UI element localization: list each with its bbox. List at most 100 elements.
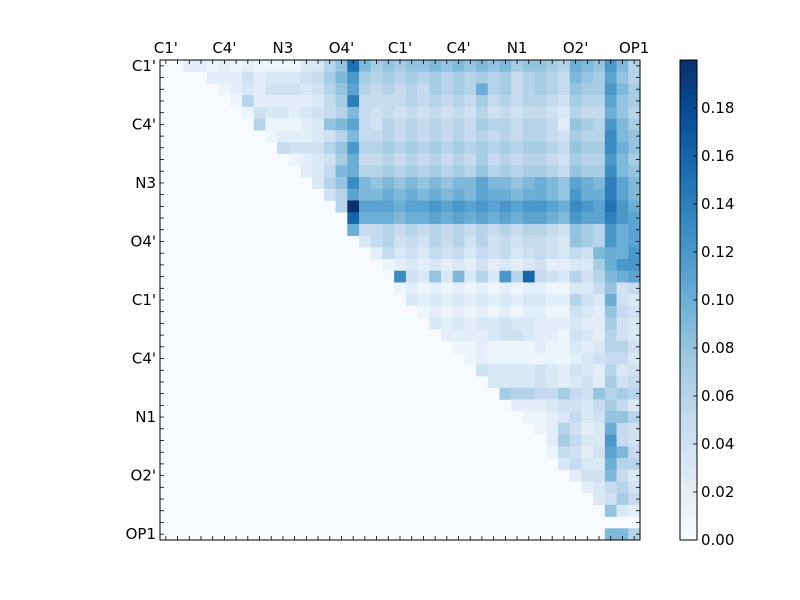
heatmap-cell <box>429 118 442 131</box>
heatmap-cell <box>206 60 219 73</box>
heatmap-cell <box>417 212 430 225</box>
heatmap-cell <box>288 95 301 108</box>
heatmap-cell <box>452 329 465 342</box>
heatmap-cell <box>288 106 301 119</box>
heatmap-cell <box>347 95 360 108</box>
heatmap-cell <box>604 481 617 494</box>
heatmap-cell <box>628 188 641 201</box>
heatmap-cell <box>452 282 465 295</box>
heatmap-cell <box>628 71 641 84</box>
heatmap-cell <box>558 329 571 342</box>
heatmap-cell <box>288 118 301 131</box>
heatmap-cell <box>382 165 395 178</box>
heatmap-cell <box>382 118 395 131</box>
heatmap-cell <box>499 177 512 190</box>
heatmap-cell <box>476 83 489 96</box>
colorbar-tick-label: 0.06 <box>701 387 734 405</box>
heatmap-cell <box>593 130 606 143</box>
heatmap-cell <box>546 60 559 73</box>
heatmap-cell <box>604 469 617 482</box>
heatmap-cell <box>347 60 360 73</box>
heatmap-cell <box>546 387 559 400</box>
heatmap-cell <box>511 188 524 201</box>
heatmap-cell <box>382 200 395 213</box>
heatmap-cell <box>359 141 372 154</box>
axis-tick-labels: C1' C4' N3 O4' C1' C4' N1 O2' OP1 C1' C4' N3 O4' C1' C… <box>126 39 650 543</box>
heatmap-cell <box>277 130 290 143</box>
heatmap-cell <box>546 141 559 154</box>
heatmap-cell <box>429 317 442 330</box>
heatmap-cell <box>335 200 348 213</box>
heatmap-cell <box>452 188 465 201</box>
heatmap-cell <box>429 294 442 307</box>
heatmap-cell <box>511 329 524 342</box>
heatmap-cell <box>534 223 547 236</box>
heatmap-cell <box>464 200 477 213</box>
heatmap-cell <box>499 294 512 307</box>
heatmap-cell <box>405 247 418 260</box>
y-tick-label: N1 <box>135 408 156 426</box>
heatmap-cell <box>569 469 582 482</box>
heatmap-cell <box>464 177 477 190</box>
heatmap-cell <box>604 270 617 283</box>
heatmap-cell <box>546 270 559 283</box>
heatmap-cell <box>218 71 231 84</box>
heatmap-cell <box>335 83 348 96</box>
heatmap-cell <box>522 387 535 400</box>
heatmap-cell <box>359 223 372 236</box>
heatmap-cell <box>464 153 477 166</box>
heatmap-cell <box>628 411 641 424</box>
heatmap-cell <box>347 200 360 213</box>
heatmap-cell <box>581 294 594 307</box>
heatmap-cell <box>359 153 372 166</box>
heatmap-cell <box>335 165 348 178</box>
heatmap-cell <box>569 141 582 154</box>
heatmap-cell <box>569 352 582 365</box>
heatmap-cell <box>394 200 407 213</box>
heatmap-cell <box>628 212 641 225</box>
heatmap-cell <box>440 294 453 307</box>
heatmap-cell <box>452 223 465 236</box>
heatmap-cell <box>558 352 571 365</box>
heatmap-cell <box>593 106 606 119</box>
heatmap-cell <box>616 528 629 541</box>
heatmap-cell <box>522 141 535 154</box>
heatmap-cell <box>534 317 547 330</box>
heatmap-cell <box>300 83 313 96</box>
heatmap-cell <box>382 83 395 96</box>
heatmap-cell <box>218 83 231 96</box>
heatmap-cell <box>569 317 582 330</box>
heatmap-cell <box>323 106 336 119</box>
heatmap-cell <box>476 60 489 73</box>
heatmap-cell <box>452 141 465 154</box>
heatmap-cell <box>616 516 629 529</box>
heatmap-cell <box>581 200 594 213</box>
heatmap-cell <box>405 270 418 283</box>
heatmap-cell <box>394 95 407 108</box>
heatmap-cell <box>604 212 617 225</box>
heatmap-cell <box>347 83 360 96</box>
heatmap-cell <box>581 141 594 154</box>
heatmap-cell <box>604 177 617 190</box>
heatmap-cell <box>464 223 477 236</box>
heatmap-cell <box>499 329 512 342</box>
colorbar: 0.00 0.02 0.04 0.06 0.08 0.10 0.12 0.14 0.16 0.18 <box>679 59 734 549</box>
heatmap-cell <box>593 223 606 236</box>
heatmap-cell <box>558 270 571 283</box>
heatmap-cell <box>593 422 606 435</box>
heatmap-cell <box>394 165 407 178</box>
heatmap-cell <box>359 130 372 143</box>
heatmap-cell <box>581 376 594 389</box>
heatmap-cell <box>394 106 407 119</box>
heatmap-cell <box>558 340 571 353</box>
heatmap-cell <box>370 247 383 260</box>
heatmap-cell <box>522 364 535 377</box>
heatmap-cell <box>335 141 348 154</box>
heatmap-cell <box>359 60 372 73</box>
heatmap-cell <box>511 259 524 272</box>
heatmap-cell <box>359 235 372 248</box>
x-tick-label: N1 <box>507 39 528 57</box>
heatmap-cell <box>616 247 629 260</box>
heatmap-cell <box>616 399 629 412</box>
heatmap-cell <box>534 212 547 225</box>
